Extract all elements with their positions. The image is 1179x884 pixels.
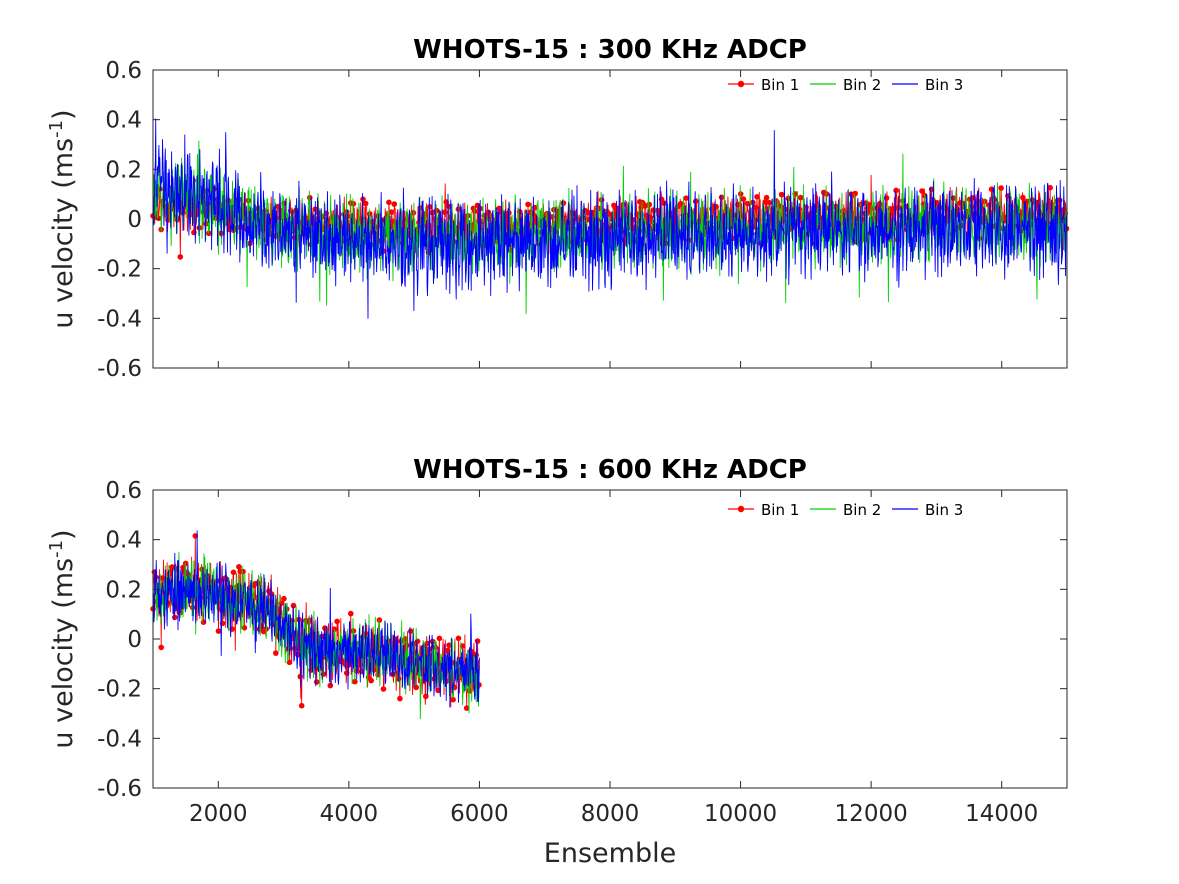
legend-marker-bin1	[737, 505, 745, 513]
x-axis-label: Ensemble	[544, 838, 676, 869]
legend-label-bin2: Bin 2	[843, 76, 881, 94]
data-point	[646, 201, 653, 208]
x-tick-label: 8000	[581, 801, 640, 827]
data-point	[177, 254, 184, 260]
data-point	[525, 201, 531, 208]
data-point	[388, 209, 395, 215]
legend: Bin 1 Bin 2 Bin 3	[728, 501, 963, 519]
panel-300khz: WHOTS-15 : 300 KHz ADCP -0.6 -0.4 -0.2 0 0.2…	[46, 35, 1070, 382]
data-point	[754, 194, 760, 200]
data-point	[740, 196, 747, 202]
data-point	[744, 200, 751, 207]
series-group	[150, 118, 1070, 319]
data-point	[713, 203, 719, 210]
panel-600khz: WHOTS-15 : 600 KHz ADCP -0.6 -0.4 -0.2 0 0.2…	[46, 455, 1068, 869]
data-point	[766, 199, 773, 206]
data-point	[934, 200, 940, 206]
y-axis-label: u velocity (ms-1)	[46, 109, 79, 328]
data-point	[683, 195, 689, 201]
data-point	[677, 200, 684, 207]
data-point	[436, 635, 443, 642]
data-point	[241, 625, 248, 631]
y-tick-label: 0.4	[105, 528, 142, 554]
x-tick-label: 14000	[965, 801, 1038, 827]
data-point	[474, 638, 481, 644]
data-point	[172, 614, 178, 621]
y-tick-label: -0.6	[97, 356, 142, 382]
data-point	[362, 200, 369, 207]
legend: Bin 1 Bin 2 Bin 3	[728, 76, 963, 94]
y-tick-label: 0	[127, 627, 142, 653]
data-point	[607, 211, 613, 218]
data-point	[206, 230, 212, 237]
data-point	[158, 644, 164, 651]
data-point	[397, 695, 403, 702]
data-point	[442, 209, 448, 216]
y-tick-label: 0.4	[105, 108, 142, 134]
y-tick-label: 0.2	[105, 157, 142, 183]
y-tick-label: 0.2	[105, 577, 142, 603]
chart-title: WHOTS-15 : 600 KHz ADCP	[413, 455, 807, 485]
data-point	[230, 569, 237, 576]
data-point	[273, 650, 279, 656]
data-point	[298, 702, 305, 709]
data-point	[752, 204, 759, 211]
y-tick-label: 0	[127, 207, 142, 233]
y-tick-label: -0.2	[97, 677, 142, 703]
data-point	[408, 628, 414, 634]
data-point	[763, 194, 770, 201]
data-point	[386, 199, 392, 206]
y-tick-label: -0.6	[97, 776, 142, 802]
data-point	[852, 190, 858, 197]
x-tick-label: 6000	[450, 801, 509, 827]
legend-marker-bin1	[737, 80, 745, 88]
legend-label-bin3: Bin 3	[925, 76, 963, 94]
y-tick-label: 0.6	[105, 58, 142, 84]
data-point	[615, 205, 621, 212]
data-point	[778, 191, 785, 198]
legend-label-bin2: Bin 2	[843, 501, 881, 519]
data-point	[334, 618, 340, 625]
data-point	[290, 602, 297, 609]
data-point	[718, 194, 725, 201]
legend-label-bin3: Bin 3	[925, 501, 963, 519]
data-point	[343, 670, 350, 676]
data-point	[883, 195, 890, 201]
data-point	[313, 679, 320, 685]
y-axis-label: u velocity (ms-1)	[46, 529, 79, 748]
data-point	[998, 185, 1004, 191]
y-tick-label: -0.4	[97, 306, 142, 332]
data-point	[155, 215, 162, 222]
y-tick-label: -0.4	[97, 726, 142, 752]
data-point	[348, 610, 354, 617]
data-point	[380, 686, 387, 692]
legend-label-bin1: Bin 1	[761, 76, 799, 94]
y-tick-label: -0.2	[97, 257, 142, 283]
x-tick-label: 12000	[835, 801, 908, 827]
data-point	[281, 595, 287, 602]
chart-title: WHOTS-15 : 300 KHz ADCP	[413, 35, 807, 65]
data-point	[360, 196, 366, 202]
x-tick-label: 4000	[320, 801, 379, 827]
legend-label-bin1: Bin 1	[761, 501, 799, 519]
data-point	[391, 201, 398, 207]
data-point	[455, 635, 462, 642]
data-point	[327, 682, 334, 689]
data-point	[368, 677, 375, 684]
data-point	[215, 628, 222, 634]
data-point	[893, 187, 899, 194]
data-point	[797, 194, 804, 201]
y-tick-label: 0.6	[105, 478, 142, 504]
data-point	[1020, 194, 1026, 201]
x-tick-label: 2000	[189, 801, 248, 827]
x-tick-label: 10000	[704, 801, 777, 827]
